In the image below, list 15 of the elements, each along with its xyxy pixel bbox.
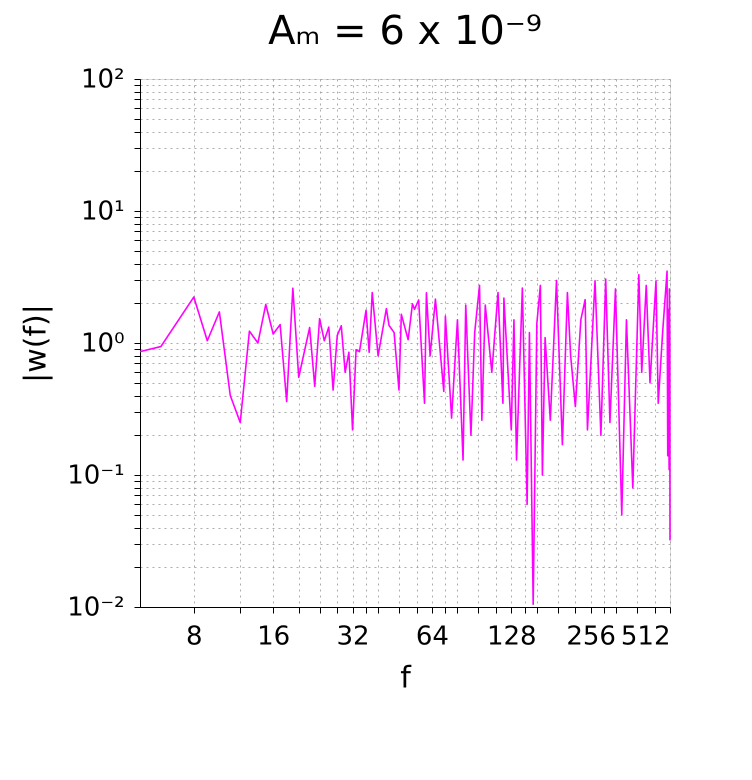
y-tick-label: 10² — [80, 64, 124, 94]
x-tick-label: 128 — [486, 622, 537, 652]
y-tick-label: 10⁻¹ — [67, 460, 124, 490]
y-axis-title: |w(f)| — [18, 304, 54, 383]
y-tick-label: 10⁻² — [67, 592, 124, 622]
x-tick-label: 64 — [416, 622, 449, 652]
y-tick-label: 10¹ — [80, 196, 124, 226]
chart-title: Aₘ = 6 x 10⁻⁹ — [268, 8, 542, 54]
x-tick-label: 16 — [257, 622, 290, 652]
x-axis-title: f — [400, 660, 412, 696]
x-tick-label: 256 — [566, 622, 616, 652]
x-tick-label: 32 — [336, 622, 370, 652]
x-tick-label: 512 — [620, 622, 670, 652]
x-tick-label: 8 — [186, 622, 203, 652]
y-tick-label: 10⁰ — [80, 328, 124, 358]
